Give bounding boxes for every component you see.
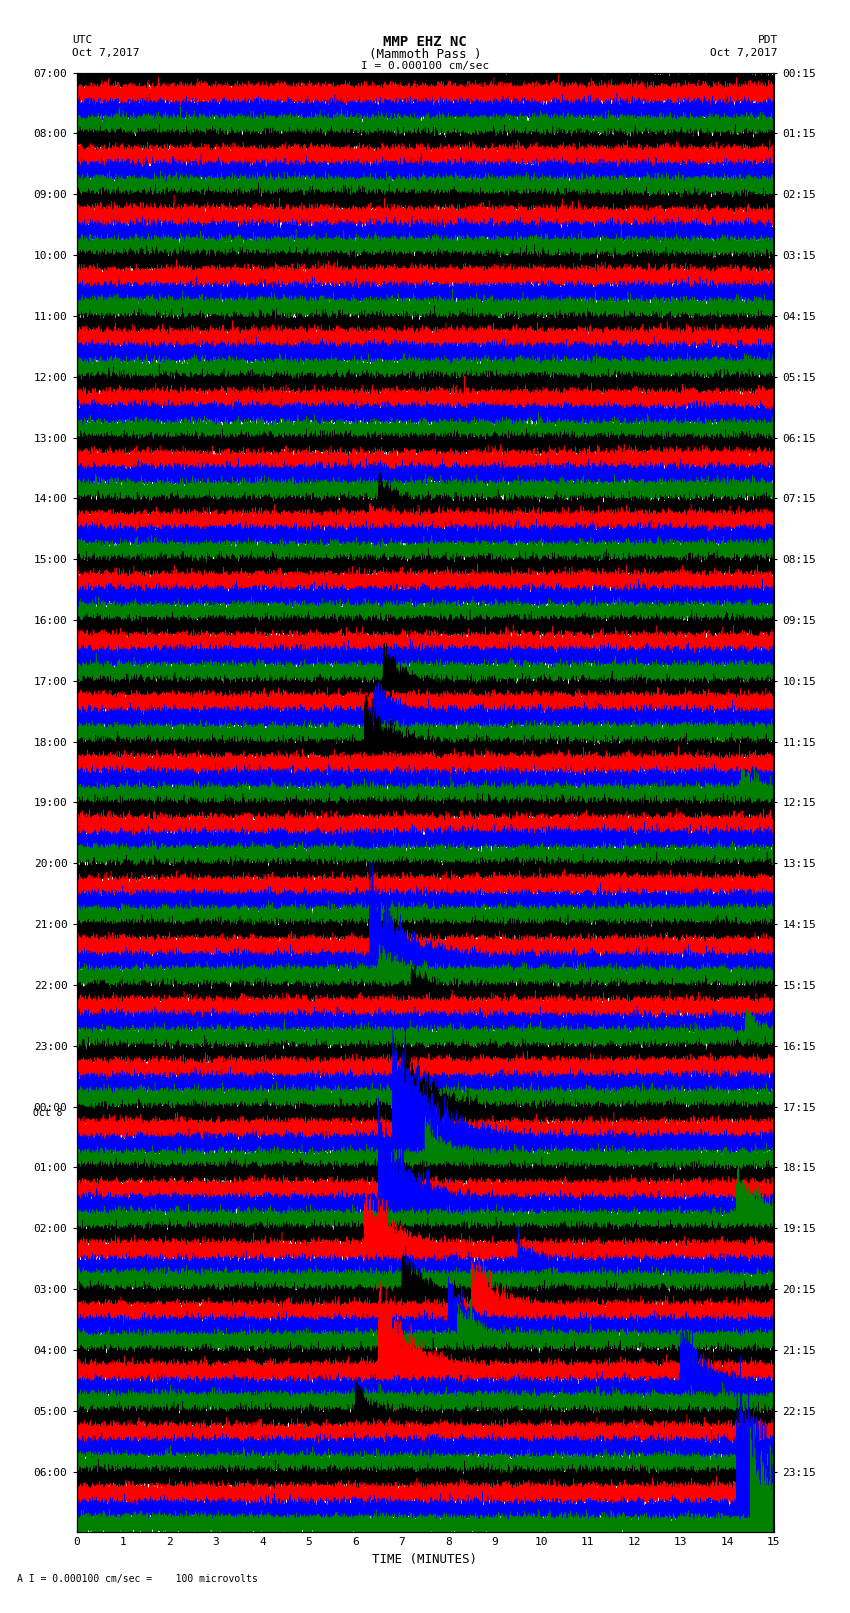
- Text: Oct 8: Oct 8: [33, 1108, 63, 1118]
- Text: PDT: PDT: [757, 35, 778, 45]
- Text: A I = 0.000100 cm/sec =    100 microvolts: A I = 0.000100 cm/sec = 100 microvolts: [17, 1574, 258, 1584]
- Text: MMP EHZ NC: MMP EHZ NC: [383, 35, 467, 50]
- Text: I = 0.000100 cm/sec: I = 0.000100 cm/sec: [361, 61, 489, 71]
- Text: Oct 7,2017: Oct 7,2017: [72, 48, 139, 58]
- Text: Oct 7,2017: Oct 7,2017: [711, 48, 778, 58]
- X-axis label: TIME (MINUTES): TIME (MINUTES): [372, 1553, 478, 1566]
- Text: UTC: UTC: [72, 35, 93, 45]
- Text: (Mammoth Pass ): (Mammoth Pass ): [369, 48, 481, 61]
